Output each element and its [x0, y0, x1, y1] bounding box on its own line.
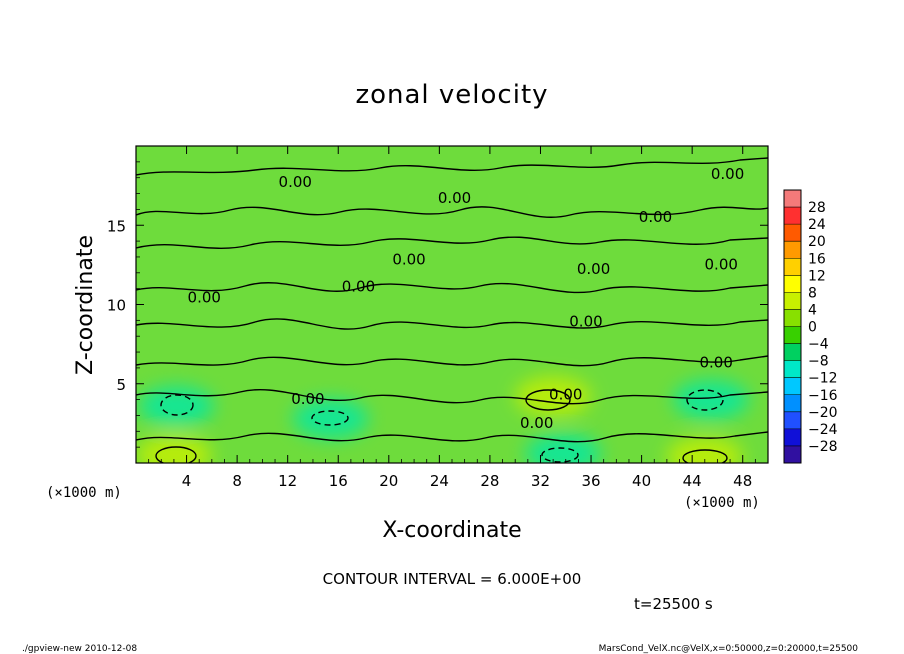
- contour-label: 0.00: [291, 390, 324, 408]
- negative-core: [541, 447, 579, 463]
- x-tick-label: 24: [430, 472, 449, 490]
- colorbar-swatch: [784, 258, 801, 276]
- colorbar-swatch: [784, 190, 801, 208]
- colorbar-swatch: [784, 292, 801, 310]
- positive-region: [136, 435, 212, 463]
- colorbar-swatch: [784, 445, 801, 464]
- plot-area: 0.00 0.00 0.00 0.00 0.00 0.00 0.00 0.00 0.00 0.00…: [136, 146, 768, 463]
- positive-core: [525, 389, 571, 411]
- contour-label: 0.00: [569, 312, 602, 330]
- y-axis: 5 10 15: [107, 161, 768, 448]
- contour-line: [136, 431, 768, 443]
- contour-label: 0.00: [438, 189, 471, 207]
- field-background: [136, 146, 768, 463]
- contour-line: [136, 388, 768, 405]
- colorbar-label: −20: [808, 405, 838, 421]
- contour-label: 0.00: [705, 255, 738, 273]
- colorbar-label: 28: [808, 200, 826, 216]
- x-axis: 4 8 12 16 20 24 28 32 36 40 44 48: [148, 146, 756, 490]
- colorbar-swatch: [784, 411, 801, 430]
- colorbar-label: 16: [808, 251, 826, 267]
- positive-core: [155, 446, 197, 463]
- x-tick-label: 32: [531, 472, 550, 490]
- contour-line: [136, 282, 768, 294]
- negative-region: [292, 398, 369, 439]
- contour-label: 0.00: [711, 165, 744, 183]
- x-tick-label: 48: [733, 472, 752, 490]
- x-tick-label: 16: [329, 472, 348, 490]
- colorbar-swatch: [784, 377, 801, 396]
- colorbar-swatch: [784, 428, 801, 447]
- negative-region: [673, 379, 750, 420]
- contour-label: 0.00: [549, 385, 582, 403]
- x-tick-label: 8: [232, 472, 242, 490]
- colorbar-label: −24: [808, 422, 838, 438]
- colorbar-label: −12: [808, 371, 838, 387]
- x-unit-label: (×1000 m): [684, 495, 760, 511]
- colorbar-label: −8: [808, 354, 829, 370]
- x-tick-label: 20: [379, 472, 398, 490]
- negative-core: [160, 394, 194, 416]
- colorbar-label: 4: [808, 302, 817, 318]
- colorbar-swatch: [784, 394, 801, 413]
- contour-label: 0.00: [639, 208, 672, 226]
- contour-label: 0.00: [520, 414, 553, 432]
- x-tick-label: 36: [581, 472, 600, 490]
- contour-line: [136, 355, 768, 367]
- contour-interval-text: CONTOUR INTERVAL = 6.000E+00: [323, 570, 582, 588]
- colorbar-label: −16: [808, 388, 838, 404]
- colorbar-swatch: [784, 275, 801, 293]
- colorbar-swatch: [784, 360, 801, 378]
- colorbar-label: 0: [808, 320, 817, 336]
- colorbar-label: −28: [808, 439, 838, 455]
- x-tick-label: 40: [632, 472, 651, 490]
- contour-label: 0.00: [577, 260, 610, 278]
- negative-core: [311, 410, 349, 426]
- y-tick-label: 15: [107, 217, 126, 235]
- chart-title: zonal velocity: [355, 80, 548, 110]
- negative-region: [525, 433, 602, 463]
- colorbar-swatch: [784, 326, 801, 344]
- x-tick-label: 28: [480, 472, 499, 490]
- source-label: MarsCond_VelX.nc@VelX,x=0:50000,z=0:2000…: [599, 644, 859, 654]
- colorbar-label: −4: [808, 337, 829, 353]
- contour-labels: 0.00 0.00 0.00 0.00 0.00 0.00 0.00 0.00 0.00 0.00…: [188, 165, 745, 432]
- colorbar-label: 8: [808, 285, 817, 301]
- positive-core: [682, 449, 728, 463]
- x-axis-label: X-coordinate: [382, 518, 521, 543]
- contour-line: [136, 157, 768, 176]
- y-tick-label: 5: [116, 376, 126, 394]
- positive-region: [515, 376, 592, 417]
- colorbar-swatch: [784, 207, 801, 225]
- x-tick-label: 44: [683, 472, 702, 490]
- contour-label: 0.00: [699, 354, 732, 372]
- time-label: t=25500 s: [634, 595, 713, 613]
- colorbar-label: 24: [808, 217, 826, 233]
- y-axis-label: Z-coordinate: [73, 235, 98, 375]
- y-unit-label: (×1000 m): [46, 485, 122, 501]
- contour-line: [136, 318, 768, 330]
- negative-core: [686, 389, 724, 411]
- contour-line: [136, 206, 768, 218]
- negative-region: [138, 385, 215, 426]
- colorbar-swatch: [784, 224, 801, 242]
- positive-region: [666, 436, 743, 463]
- colorbar-swatch: [784, 343, 801, 361]
- contour-label: 0.00: [188, 289, 221, 307]
- colorbar-label: 20: [808, 234, 826, 250]
- program-label: ./gpview-new 2010-12-08: [22, 644, 137, 654]
- contour-label: 0.00: [279, 173, 312, 191]
- x-tick-label: 12: [278, 472, 297, 490]
- x-tick-label: 4: [182, 472, 192, 490]
- contour-label: 0.00: [342, 278, 375, 296]
- contour-lines: [136, 157, 768, 463]
- y-tick-label: 10: [107, 297, 126, 315]
- colorbar-swatch: [784, 309, 801, 327]
- colorbar-label: 12: [808, 268, 826, 284]
- colorbar-swatch: [784, 241, 801, 259]
- contour-line: [136, 236, 768, 249]
- contour-label: 0.00: [392, 251, 425, 269]
